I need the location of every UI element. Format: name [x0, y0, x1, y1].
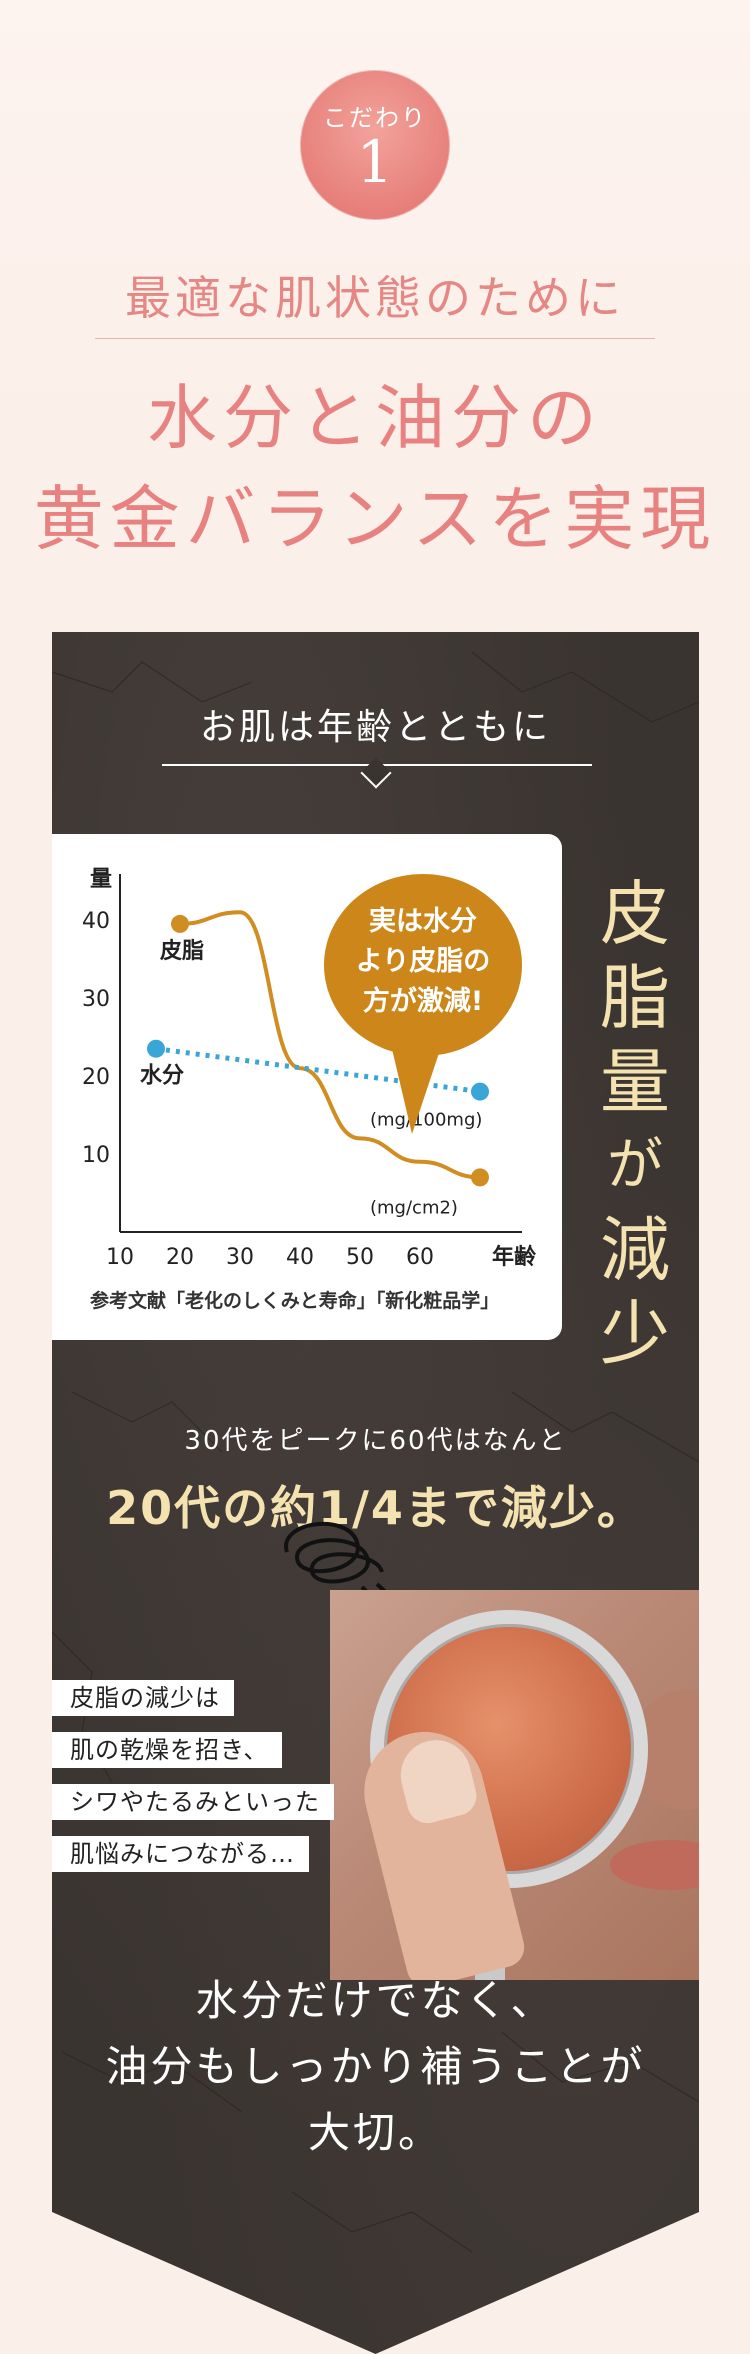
bubble-line1: 実は水分 [369, 906, 477, 937]
badge-number: 1 [356, 128, 394, 196]
crack-texture [52, 651, 699, 2253]
vertical-char: 減 [600, 1209, 670, 1291]
vertical-title: 皮 脂 量 が 減 少 [580, 872, 690, 1376]
subtitle-divider [95, 338, 655, 339]
vertical-char: 量 [600, 1041, 670, 1123]
info-panel: お肌は年齢とともに 量年齢 10 20 30 40 10 20 30 40 50 60 皮脂 (mg/c… [52, 632, 699, 2354]
closing-line: 大切。 [307, 2108, 443, 2157]
series-unit-sebum: (mg/cm2) [370, 1197, 458, 1218]
x-tick-label: 40 [286, 1245, 314, 1270]
kodawari-badge: こだわり 1 [300, 70, 450, 220]
headline-line2: 黄金バランスを実現 [33, 478, 717, 560]
caption-tag: 肌の乾燥を招き、 [52, 1732, 283, 1768]
skin-closeup-photo [330, 1590, 699, 1980]
x-tick-label: 30 [226, 1245, 254, 1270]
data-point-water [147, 1039, 165, 1058]
reference-note: 参考文献「老化のしくみと寿命」「新化粧品学」 [90, 1290, 500, 1312]
vertical-char: 少 [600, 1293, 670, 1375]
closing-line: 油分もしっかり補うことが [105, 2042, 646, 2091]
bubble-tail [392, 1044, 442, 1134]
chart-card: 量年齢 10 20 30 40 10 20 30 40 50 60 皮脂 (mg/cm2) 水分 (mg/1… [52, 834, 562, 1340]
caption-tag: 肌悩みにつながる… [52, 1836, 309, 1872]
x-axis-label: 年齢 [492, 1244, 537, 1270]
lips-shape [610, 1840, 699, 1890]
callout-bubble: 実は水分 より皮脂の 方が激減! [324, 874, 522, 1056]
y-tick-label: 10 [82, 1143, 110, 1168]
vertical-char: 皮 [600, 873, 670, 955]
panel-title: お肌は年齢とともに [199, 707, 551, 748]
caption-tag: 皮脂の減少は [52, 1680, 234, 1716]
series-label-sebum: 皮脂 [160, 938, 204, 964]
section-subtitle: 最適な肌状態のために [125, 271, 625, 325]
vertical-char: 脂 [600, 957, 670, 1039]
vertical-char: が [607, 1133, 663, 1198]
closing-message: 水分だけでなく、 油分もしっかり補うことが 大切。 [52, 1968, 699, 2166]
closing-line: 水分だけでなく、 [195, 1976, 556, 2025]
peak-text: 30代をピークに60代はなんと [184, 1426, 567, 1456]
series-unit-water: (mg/100mg) [370, 1110, 482, 1131]
caption-tag: シワやたるみといった [52, 1784, 334, 1820]
x-tick-label: 60 [406, 1245, 434, 1270]
y-tick-label: 40 [82, 909, 110, 934]
x-tick-label: 50 [346, 1245, 374, 1270]
y-tick-label: 20 [82, 1065, 110, 1090]
y-tick-label: 30 [82, 987, 110, 1012]
data-point-sebum [471, 1168, 489, 1187]
peak-highlight: 20代の約1/4まで減少。 [106, 1481, 645, 1535]
series-line-sebum [179, 910, 481, 1180]
data-point-sebum [171, 914, 189, 933]
data-point-water [471, 1082, 489, 1101]
line-chart: 量年齢 10 20 30 40 10 20 30 40 50 60 皮脂 (mg/cm2) 水分 (mg/1… [82, 867, 537, 1270]
y-axis-label: 量 [90, 867, 112, 892]
bubble-line2: より皮脂の [355, 946, 491, 977]
headline-line1: 水分と油分の [147, 377, 603, 459]
badge-label: こだわり [323, 104, 427, 132]
x-tick-label: 10 [106, 1245, 134, 1270]
bubble-line3: 方が激減! [362, 986, 484, 1017]
series-label-water: 水分 [140, 1064, 184, 1089]
x-tick-label: 20 [166, 1245, 194, 1270]
